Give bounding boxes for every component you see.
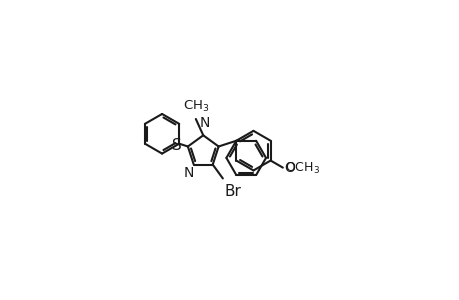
Text: S: S	[172, 138, 181, 153]
Text: OCH$_3$: OCH$_3$	[285, 161, 319, 176]
Text: N: N	[199, 116, 209, 130]
Text: N: N	[183, 166, 193, 180]
Text: Br: Br	[224, 184, 241, 199]
Text: CH$_3$: CH$_3$	[182, 99, 208, 114]
Text: O: O	[284, 160, 295, 175]
